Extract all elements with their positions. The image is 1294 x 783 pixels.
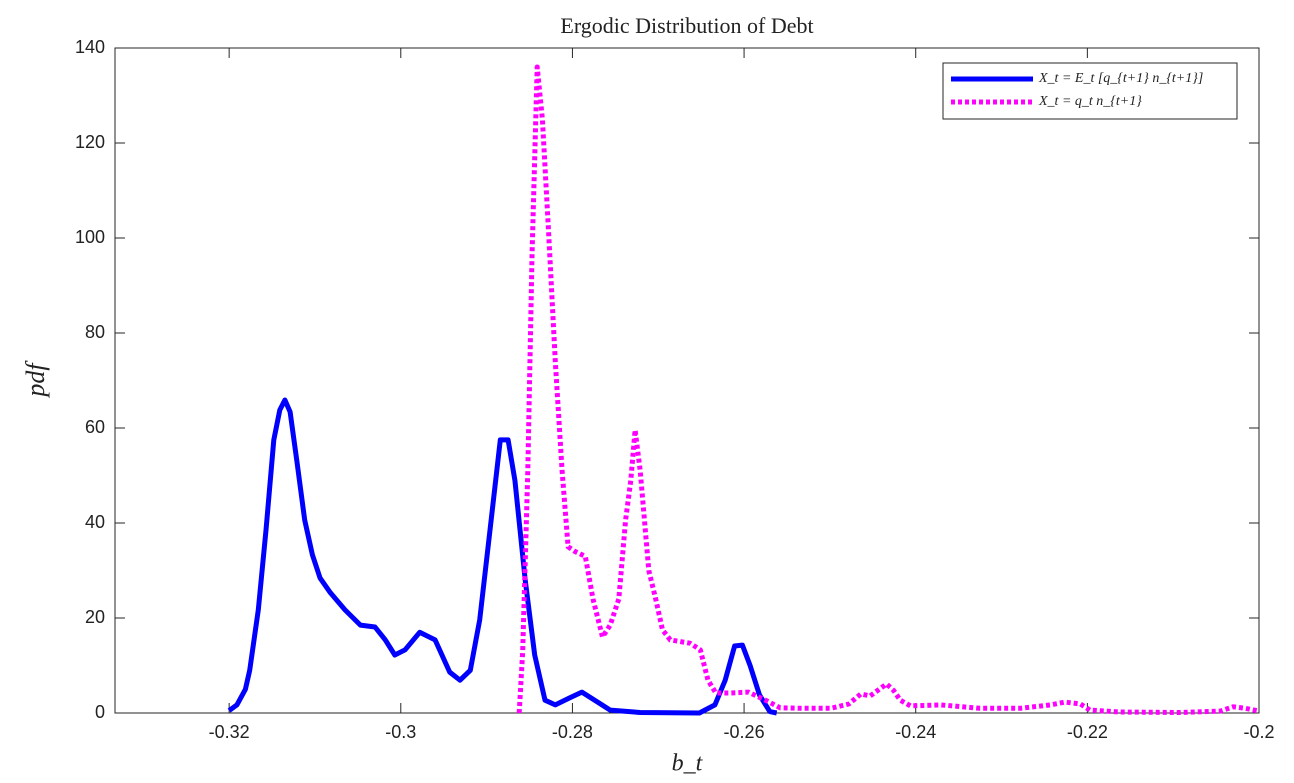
legend-label: X_t = q_t n_{t+1}	[1038, 94, 1142, 109]
legend-box	[942, 62, 1238, 120]
chart-title: Ergodic Distribution of Debt	[560, 13, 813, 38]
y-axis-label: pdf	[21, 360, 50, 399]
y-tick-label: 20	[85, 607, 105, 627]
x-tick-label: -0.22	[1067, 722, 1108, 742]
legend-label: X_t = E_t [q_{t+1} n_{t+1}]	[1038, 71, 1203, 86]
x-tick-label: -0.32	[209, 722, 250, 742]
y-tick-label: 40	[85, 512, 105, 532]
x-tick-label: -0.2	[1243, 722, 1274, 742]
y-tick-label: 120	[75, 132, 105, 152]
plot-frame	[114, 47, 1260, 714]
y-tick-label: 140	[75, 37, 105, 57]
x-tick-label: -0.24	[895, 722, 936, 742]
data-line	[516, 64, 1260, 715]
y-tick-label: 0	[95, 702, 105, 722]
x-tick-label: -0.3	[385, 722, 416, 742]
x-axis-label: b_t	[672, 751, 704, 777]
y-tick-label: 80	[85, 322, 105, 342]
y-tick-label: 60	[85, 417, 105, 437]
y-tick-label: 100	[75, 227, 105, 247]
data-line	[227, 397, 778, 716]
x-tick-label: -0.28	[552, 722, 593, 742]
x-tick-label: -0.26	[724, 722, 765, 742]
